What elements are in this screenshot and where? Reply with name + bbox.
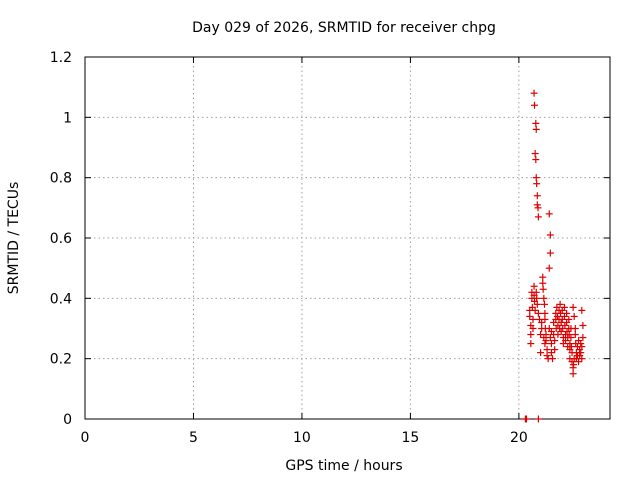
y-tick-label: 1 [63, 110, 72, 126]
data-point [534, 204, 542, 212]
data-point [570, 361, 578, 369]
data-point [530, 282, 538, 290]
data-point [531, 101, 539, 109]
data-point [527, 331, 535, 339]
data-point [526, 312, 534, 320]
data-point [563, 309, 571, 317]
data-point [532, 125, 540, 133]
y-tick-label: 0 [63, 412, 72, 428]
data-point [560, 303, 568, 311]
data-point [537, 349, 545, 357]
data-point [534, 415, 542, 423]
data-point [571, 325, 579, 332]
data-point [569, 303, 577, 311]
data-point [543, 346, 551, 354]
data-point [533, 180, 541, 188]
data-point [567, 334, 575, 342]
x-tick-label: 15 [401, 430, 419, 446]
data-point [532, 174, 540, 182]
y-tick-label: 0.4 [50, 291, 72, 307]
data-point [543, 352, 551, 360]
x-axis-title: GPS time / hours [285, 458, 402, 474]
data-point [534, 213, 542, 221]
data-point [549, 355, 557, 363]
data-point [532, 288, 540, 296]
y-tick-label: 0.8 [50, 171, 72, 187]
data-point [533, 192, 541, 200]
data-point [566, 340, 574, 348]
y-axis: 0 0.2 0.4 0.6 0.8 1 1.2 [50, 50, 610, 428]
data-points [521, 89, 587, 423]
data-point [545, 210, 553, 218]
data-point [540, 334, 548, 342]
data-point [538, 318, 546, 326]
data-point [545, 264, 553, 272]
data-point [539, 273, 547, 281]
data-point [533, 300, 541, 308]
data-point [539, 279, 547, 287]
data-point [533, 294, 541, 302]
x-tick-label: 10 [293, 430, 311, 446]
data-point [575, 358, 583, 366]
data-point [557, 328, 565, 336]
data-point [530, 89, 538, 97]
data-point [540, 294, 548, 302]
x-tick-label: 0 [81, 430, 90, 446]
data-point [571, 331, 579, 339]
chart-title: Day 029 of 2026, SRMTID for receiver chp… [192, 20, 496, 36]
data-point [551, 346, 559, 354]
data-point [569, 370, 577, 378]
data-point [577, 340, 585, 348]
data-point [556, 300, 564, 308]
data-point [533, 201, 541, 209]
data-point [541, 309, 549, 317]
data-point [529, 325, 537, 332]
data-point [532, 119, 540, 127]
x-axis: 0 5 10 15 20 [81, 57, 528, 446]
data-point [579, 334, 587, 342]
data-point [579, 321, 587, 329]
data-point [567, 343, 575, 351]
y-tick-label: 0.6 [50, 231, 72, 247]
data-point [522, 415, 530, 423]
y-tick-label: 0.2 [50, 352, 72, 368]
data-point [529, 315, 537, 323]
data-point [570, 312, 578, 320]
data-point [546, 249, 554, 257]
x-tick-label: 20 [510, 430, 528, 446]
data-point [541, 340, 549, 348]
x-tick-label: 5 [189, 430, 198, 446]
data-point [554, 312, 561, 320]
data-point [534, 309, 542, 317]
data-point [546, 334, 554, 342]
data-point [546, 231, 554, 239]
data-point [578, 343, 586, 351]
data-point [531, 306, 539, 314]
data-point [578, 306, 586, 314]
data-point [531, 150, 539, 158]
data-point [541, 315, 549, 323]
data-point [565, 315, 573, 323]
data-point [527, 340, 535, 348]
data-point [547, 340, 555, 348]
y-axis-title: SRMTID / TECUs [6, 182, 22, 295]
data-point [540, 300, 548, 308]
data-point [547, 349, 555, 357]
data-point [577, 349, 585, 357]
y-tick-label: 1.2 [50, 50, 72, 66]
data-point [578, 355, 586, 363]
data-point [539, 285, 547, 293]
data-point [554, 331, 562, 339]
grid [85, 57, 610, 419]
data-point [532, 156, 540, 164]
data-point [551, 337, 559, 345]
